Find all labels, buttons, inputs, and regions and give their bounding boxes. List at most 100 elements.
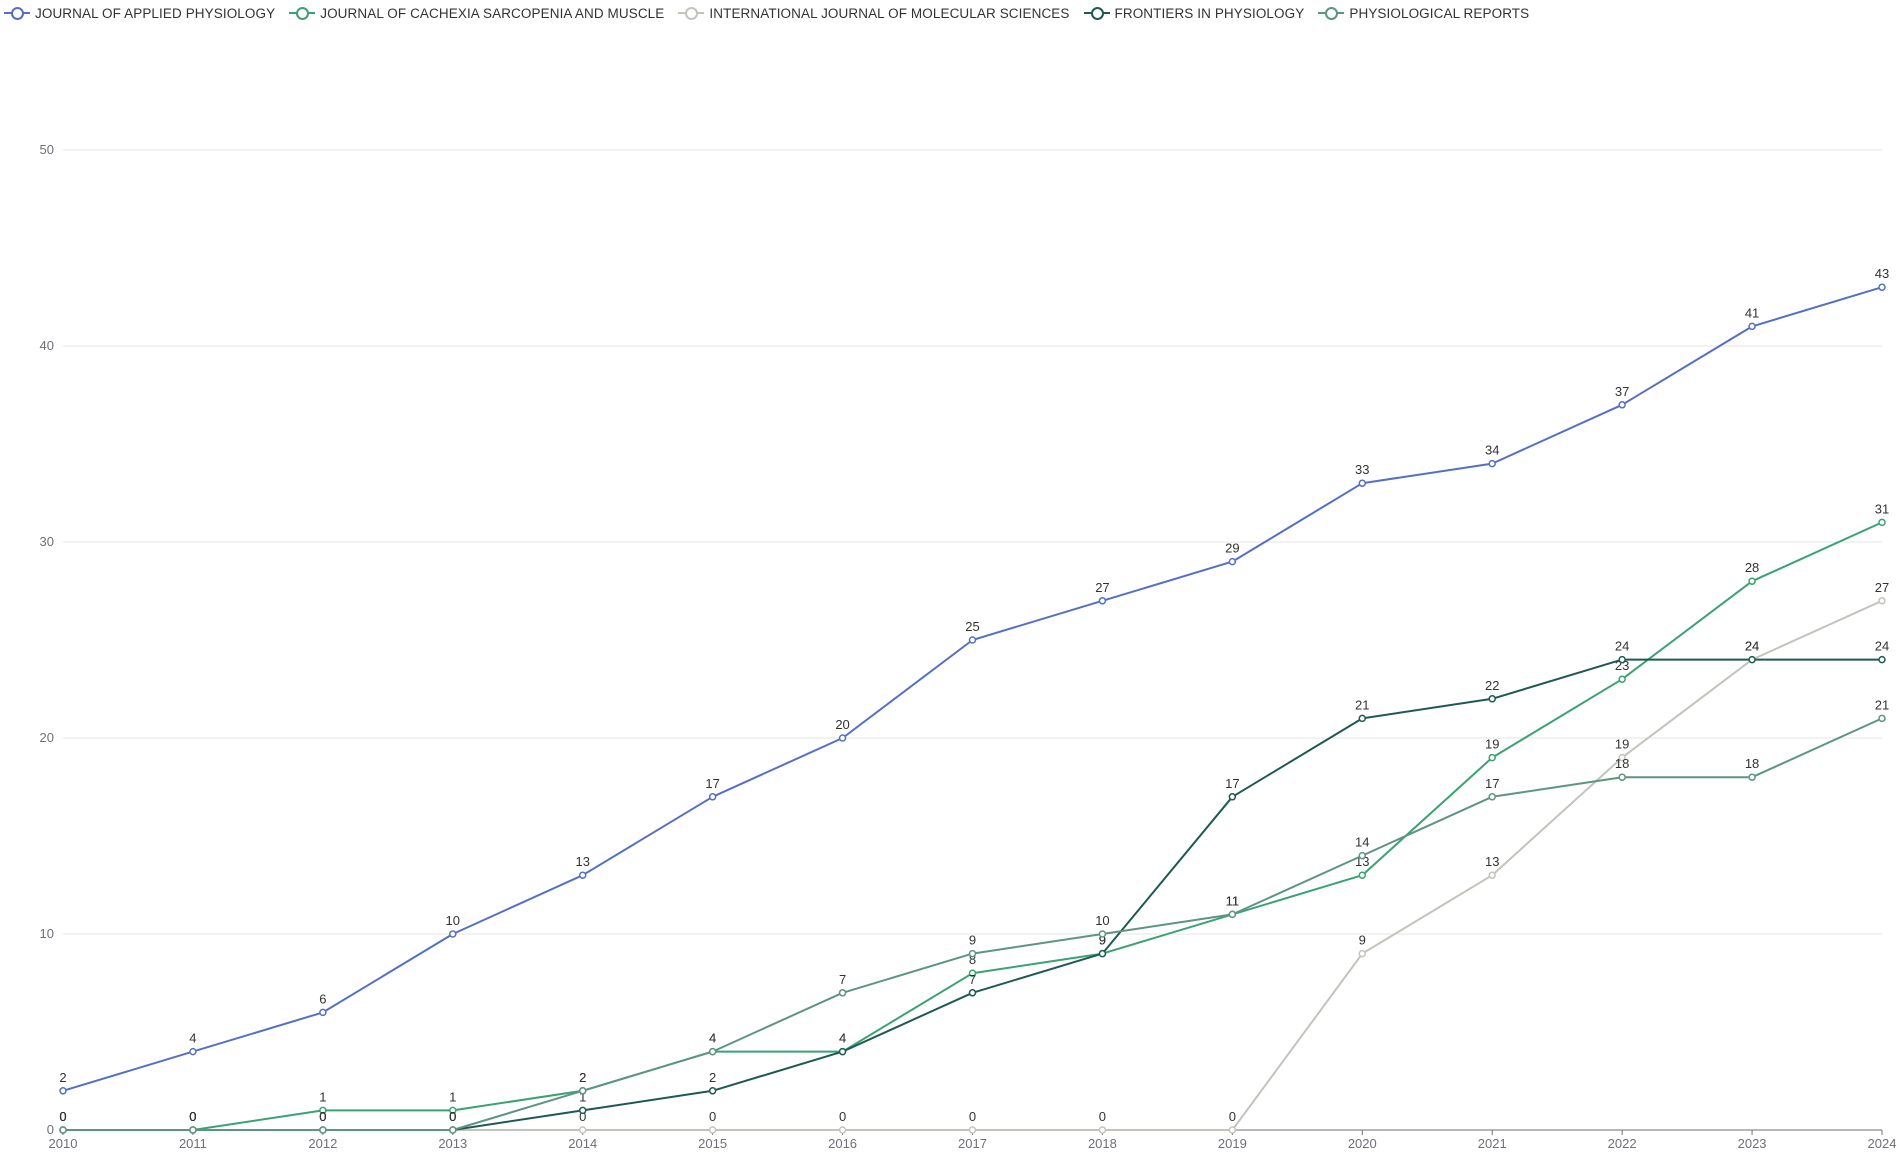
data-label: 25	[965, 619, 979, 634]
data-point	[578, 1087, 587, 1095]
data-point	[1488, 459, 1496, 468]
y-tick-label: 50	[40, 142, 54, 157]
data-label: 10	[1095, 913, 1109, 928]
data-label: 0	[59, 1109, 66, 1124]
x-tick-label: 2021	[1478, 1136, 1507, 1151]
data-point	[59, 1087, 67, 1095]
x-tick-label: 2010	[49, 1136, 78, 1151]
legend-item-physiological-reports[interactable]: PHYSIOLOGICAL REPORTS	[1318, 6, 1529, 21]
legend-label: INTERNATIONAL JOURNAL OF MOLECULAR SCIEN…	[709, 5, 1070, 21]
data-point	[1878, 518, 1886, 527]
data-point	[1358, 714, 1367, 723]
data-label: 7	[839, 972, 846, 987]
data-point	[1228, 793, 1237, 801]
data-label: 17	[1225, 776, 1239, 791]
data-point	[1618, 773, 1626, 781]
x-tick-label: 2019	[1218, 1136, 1247, 1151]
data-label: 27	[1095, 580, 1109, 595]
data-label: 4	[839, 1031, 846, 1046]
legend-marker-icon	[4, 6, 30, 20]
data-point	[708, 793, 717, 801]
data-label: 0	[1229, 1109, 1236, 1124]
data-point	[1878, 283, 1886, 291]
y-tick-label: 10	[40, 926, 54, 941]
data-point	[449, 1106, 457, 1115]
series-line	[63, 521, 1883, 1131]
data-label: 4	[189, 1031, 196, 1046]
data-label: 22	[1485, 678, 1499, 693]
data-point	[708, 1126, 717, 1134]
data-point	[1358, 851, 1367, 860]
data-label: 9	[1359, 933, 1366, 948]
data-label: 0	[839, 1109, 846, 1124]
legend-item-frontiers-in-physiology[interactable]: FRONTIERS IN PHYSIOLOGY	[1083, 6, 1305, 21]
legend-marker-icon	[1318, 6, 1345, 20]
data-point	[1878, 714, 1886, 723]
data-point	[1358, 479, 1367, 487]
legend-marker-icon	[1083, 6, 1110, 20]
data-point	[1098, 930, 1107, 938]
data-point	[968, 1126, 977, 1134]
data-label: 2	[59, 1070, 66, 1085]
x-tick-label: 2015	[698, 1136, 727, 1151]
data-label: 43	[1875, 266, 1889, 281]
data-point	[578, 871, 587, 879]
x-tick-label: 2017	[958, 1136, 987, 1151]
data-label: 2	[579, 1070, 586, 1085]
y-tick-label: 0	[47, 1122, 54, 1137]
data-point	[1488, 753, 1496, 762]
data-label: 2	[579, 1070, 586, 1085]
legend-label: JOURNAL OF APPLIED PHYSIOLOGY	[35, 5, 276, 21]
data-point	[578, 1106, 587, 1115]
data-point	[1488, 793, 1496, 801]
data-point	[1228, 557, 1237, 566]
data-point	[1098, 1126, 1107, 1134]
data-point	[1748, 773, 1756, 781]
legend-marker-icon	[289, 6, 316, 20]
data-point	[319, 1126, 327, 1134]
series-line	[63, 658, 1882, 1131]
data-point	[1358, 871, 1367, 879]
data-label: 31	[1875, 501, 1889, 516]
data-label: 24	[1745, 639, 1759, 654]
data-point	[1488, 871, 1496, 879]
data-label: 23	[1615, 658, 1629, 673]
data-label: 34	[1485, 443, 1499, 458]
data-point	[968, 969, 977, 977]
data-label: 0	[319, 1109, 326, 1124]
data-label: 0	[449, 1109, 456, 1124]
series-line	[63, 717, 1883, 1131]
data-point	[59, 1126, 67, 1134]
data-label: 28	[1745, 560, 1759, 575]
series-line	[63, 599, 1883, 1131]
data-label: 0	[1099, 1109, 1106, 1124]
data-point	[1488, 695, 1496, 703]
data-label: 0	[449, 1109, 456, 1124]
data-point	[1618, 753, 1626, 762]
data-label: 0	[319, 1109, 326, 1124]
data-point	[968, 989, 977, 997]
data-label: 2	[709, 1070, 716, 1085]
data-label: 19	[1485, 737, 1499, 752]
data-label: 4	[709, 1031, 716, 1046]
x-tick-label: 2022	[1608, 1136, 1637, 1151]
data-label: 0	[189, 1109, 196, 1124]
data-label: 27	[1875, 580, 1889, 595]
x-tick-label: 2013	[438, 1136, 467, 1151]
data-point	[319, 1008, 327, 1017]
data-label: 4	[709, 1031, 716, 1046]
legend-item-journal-of-cachexia-sarcopenia-and-muscle[interactable]: JOURNAL OF CACHEXIA SARCOPENIA AND MUSCL…	[289, 6, 664, 21]
legend-item-international-journal-of-molecular-sciences[interactable]: INTERNATIONAL JOURNAL OF MOLECULAR SCIEN…	[678, 6, 1069, 21]
data-label: 0	[449, 1109, 456, 1124]
data-label: 18	[1745, 756, 1759, 771]
legend-item-journal-of-applied-physiology[interactable]: JOURNAL OF APPLIED PHYSIOLOGY	[4, 6, 275, 21]
data-point	[838, 989, 847, 997]
data-label: 11	[1226, 893, 1240, 908]
data-label: 8	[969, 952, 976, 967]
data-label: 1	[449, 1089, 456, 1104]
legend-marker-icon	[678, 6, 705, 20]
x-tick-label: 2011	[179, 1136, 207, 1151]
